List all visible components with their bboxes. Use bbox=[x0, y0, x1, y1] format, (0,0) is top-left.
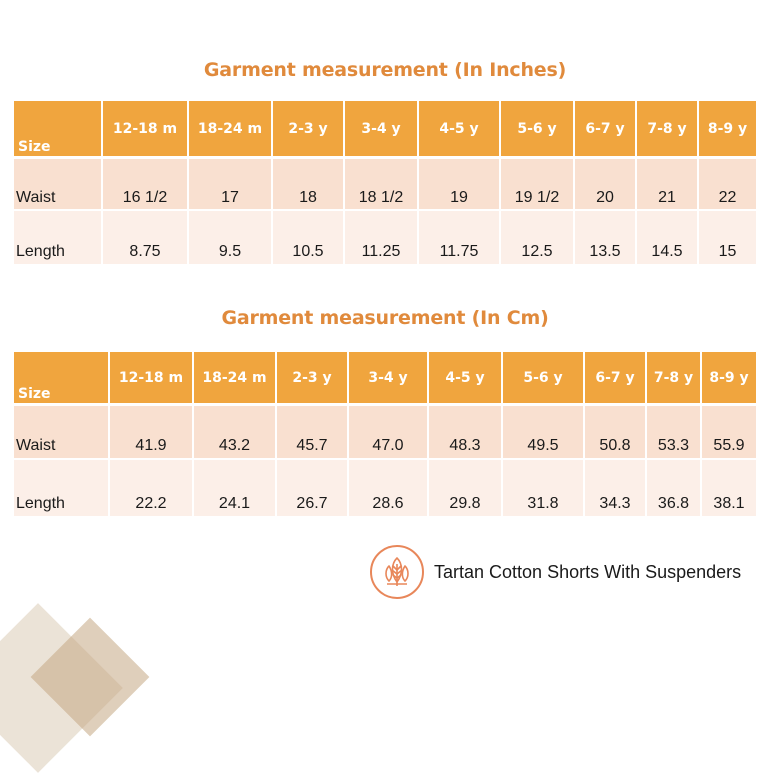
size-header-cell: 12-18 m bbox=[103, 101, 189, 159]
product-name: Tartan Cotton Shorts With Suspenders bbox=[434, 561, 742, 582]
size-header-cell: 4-5 y bbox=[419, 101, 501, 159]
table-cell: 10.5 bbox=[273, 211, 345, 266]
table-cell: 43.2 bbox=[194, 406, 277, 460]
table-cell: 24.1 bbox=[194, 460, 277, 518]
table-cell: 13.5 bbox=[575, 211, 637, 266]
table-cell: 12.5 bbox=[501, 211, 575, 266]
table-cell: 38.1 bbox=[702, 460, 756, 518]
size-header-cell: 2-3 y bbox=[273, 101, 345, 159]
table-cell: 29.8 bbox=[429, 460, 503, 518]
table-cell: 55.9 bbox=[702, 406, 756, 460]
table-cell: 20 bbox=[575, 159, 637, 211]
table-cell: 36.8 bbox=[647, 460, 702, 518]
row-label: Waist bbox=[14, 159, 103, 211]
size-header-cell: 4-5 y bbox=[429, 352, 503, 406]
table-cell: 22.2 bbox=[110, 460, 194, 518]
size-header-cell: 18-24 m bbox=[194, 352, 277, 406]
table-row-waist: Waist 41.9 43.2 45.7 47.0 48.3 49.5 50.8… bbox=[14, 406, 756, 460]
size-header-cell: 12-18 m bbox=[110, 352, 194, 406]
table-cell: 18 bbox=[273, 159, 345, 211]
table-cell: 14.5 bbox=[637, 211, 699, 266]
size-header-cell: 5-6 y bbox=[501, 101, 575, 159]
brand-block: Tartan Cotton Shorts With Suspenders bbox=[370, 543, 741, 601]
table-cell: 49.5 bbox=[503, 406, 585, 460]
table-cell: 9.5 bbox=[189, 211, 273, 266]
size-header: Size bbox=[14, 101, 103, 159]
cm-table-title: Garment measurement (In Cm) bbox=[221, 307, 549, 329]
table-row-length: Length 8.75 9.5 10.5 11.25 11.75 12.5 13… bbox=[14, 211, 756, 266]
size-header-cell: 5-6 y bbox=[503, 352, 585, 406]
table-cell: 48.3 bbox=[429, 406, 503, 460]
table-cell: 15 bbox=[699, 211, 756, 266]
size-header-cell: 8-9 y bbox=[702, 352, 756, 406]
table-cell: 26.7 bbox=[277, 460, 349, 518]
leaf-logo-icon bbox=[370, 545, 424, 599]
row-label: Length bbox=[14, 211, 103, 266]
table-cell: 34.3 bbox=[585, 460, 647, 518]
table-cell: 11.25 bbox=[345, 211, 419, 266]
size-header-cell: 3-4 y bbox=[345, 101, 419, 159]
table-row-waist: Waist 16 1/2 17 18 18 1/2 19 19 1/2 20 2… bbox=[14, 159, 756, 211]
size-header-cell: 2-3 y bbox=[277, 352, 349, 406]
table-cell: 28.6 bbox=[349, 460, 429, 518]
row-label: Waist bbox=[14, 406, 110, 460]
table-cell: 19 bbox=[419, 159, 501, 211]
table-cell: 41.9 bbox=[110, 406, 194, 460]
table-header-row: Size 12-18 m 18-24 m 2-3 y 3-4 y 4-5 y 5… bbox=[14, 352, 756, 406]
table-header-row: Size 12-18 m 18-24 m 2-3 y 3-4 y 4-5 y 5… bbox=[14, 101, 756, 159]
table-cell: 47.0 bbox=[349, 406, 429, 460]
table-cell: 50.8 bbox=[585, 406, 647, 460]
table-row-length: Length 22.2 24.1 26.7 28.6 29.8 31.8 34.… bbox=[14, 460, 756, 518]
inches-table-title: Garment measurement (In Inches) bbox=[203, 59, 567, 81]
inches-measurement-table: Size 12-18 m 18-24 m 2-3 y 3-4 y 4-5 y 5… bbox=[14, 101, 756, 266]
table-cell: 8.75 bbox=[103, 211, 189, 266]
table-cell: 18 1/2 bbox=[345, 159, 419, 211]
table-cell: 11.75 bbox=[419, 211, 501, 266]
table-cell: 31.8 bbox=[503, 460, 585, 518]
size-header-cell: 3-4 y bbox=[349, 352, 429, 406]
size-header-cell: 6-7 y bbox=[585, 352, 647, 406]
size-header-cell: 8-9 y bbox=[699, 101, 756, 159]
size-header-cell: 7-8 y bbox=[637, 101, 699, 159]
cm-measurement-table: Size 12-18 m 18-24 m 2-3 y 3-4 y 4-5 y 5… bbox=[14, 352, 756, 518]
size-header: Size bbox=[14, 352, 110, 406]
table-cell: 53.3 bbox=[647, 406, 702, 460]
table-cell: 45.7 bbox=[277, 406, 349, 460]
size-header-cell: 18-24 m bbox=[189, 101, 273, 159]
table-cell: 16 1/2 bbox=[103, 159, 189, 211]
size-header-cell: 6-7 y bbox=[575, 101, 637, 159]
table-cell: 21 bbox=[637, 159, 699, 211]
table-cell: 19 1/2 bbox=[501, 159, 575, 211]
table-cell: 17 bbox=[189, 159, 273, 211]
size-header-cell: 7-8 y bbox=[647, 352, 702, 406]
row-label: Length bbox=[14, 460, 110, 518]
table-cell: 22 bbox=[699, 159, 756, 211]
